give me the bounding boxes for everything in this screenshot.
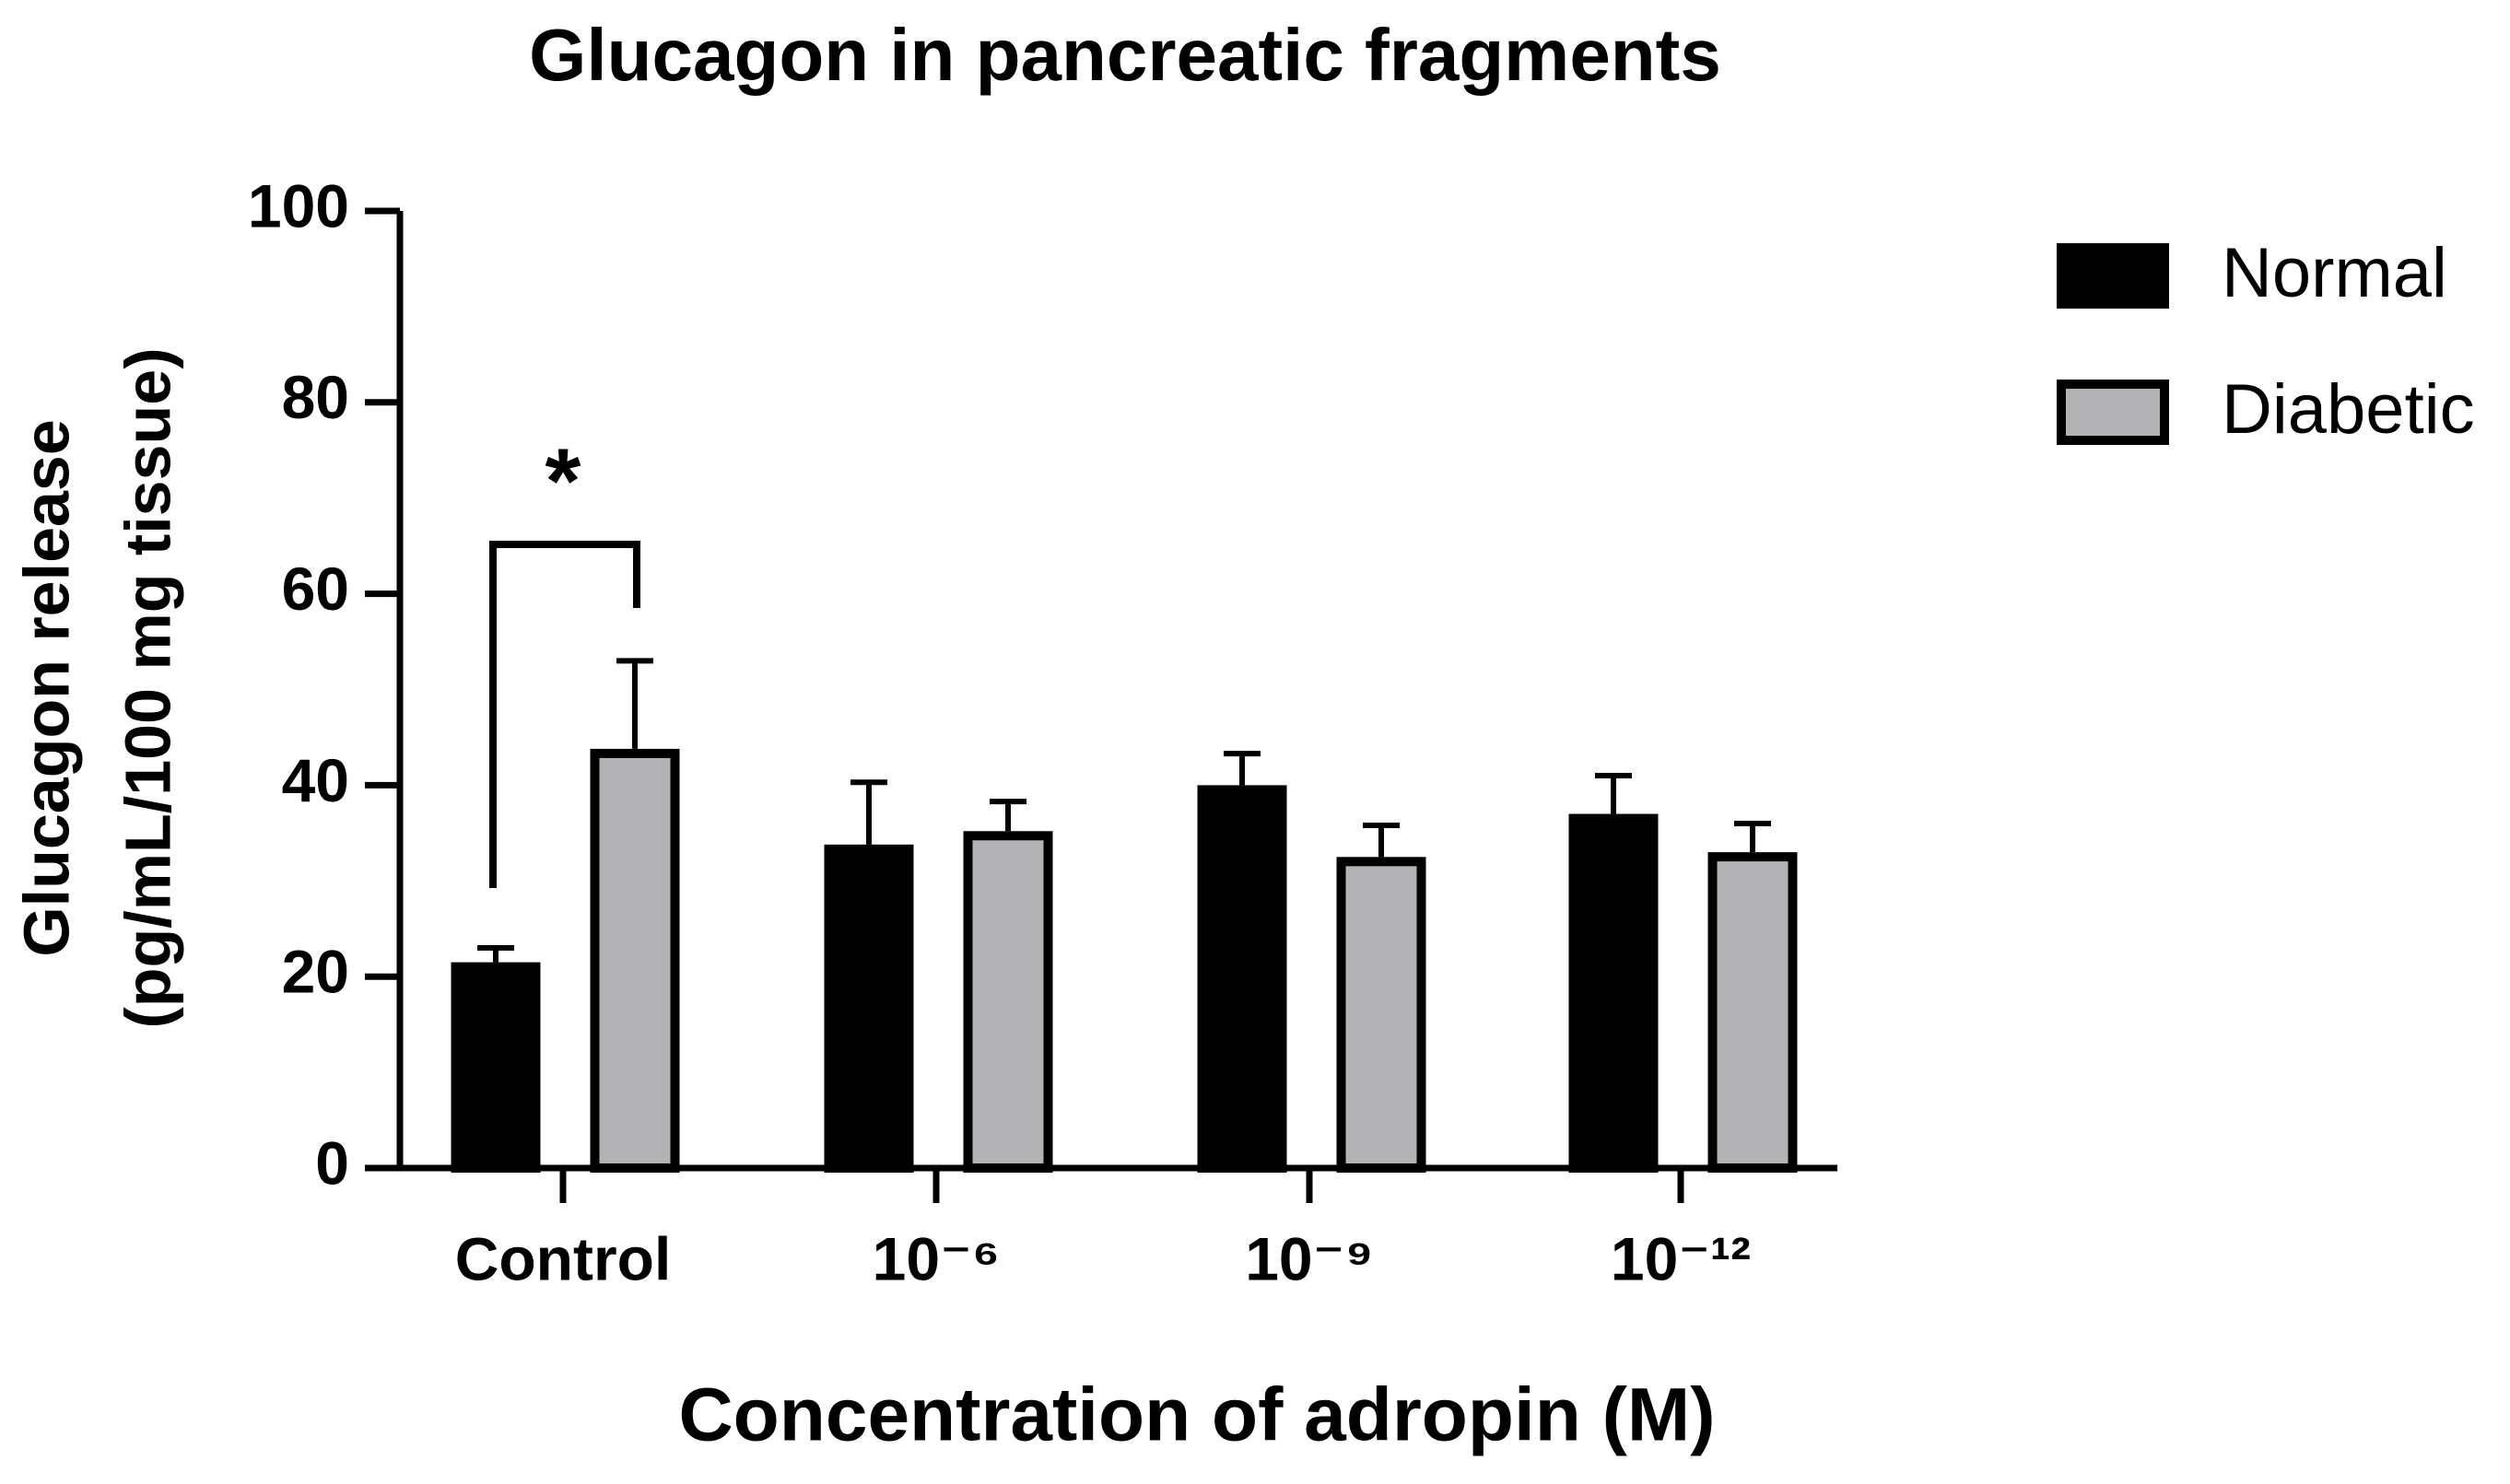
chart-title: Glucagon in pancreatic fragments: [529, 14, 1721, 96]
legend-label: Diabetic: [2222, 370, 2475, 449]
significance-bracket: [489, 541, 640, 888]
y-tick-label: 60: [282, 555, 349, 623]
bar: [1336, 857, 1426, 1173]
significance-label: *: [545, 429, 581, 532]
bar: [451, 962, 541, 1173]
bar: [1197, 785, 1287, 1174]
y-axis-label: Glucagon release (pg/mL/100 mg tissue): [10, 347, 183, 1028]
bar: [824, 844, 914, 1173]
y-tick-label: 100: [248, 171, 349, 240]
x-tick-label: 10⁻⁶: [873, 1224, 1001, 1292]
x-tick-label: 10⁻⁹: [1245, 1224, 1374, 1292]
x-axis-label: Concentration of adropin (M): [678, 1373, 1715, 1457]
legend-swatch: [2057, 243, 2169, 309]
bar: [590, 748, 680, 1174]
x-tick-label: Control: [455, 1224, 672, 1292]
x-tick-label: 10⁻¹²: [1611, 1224, 1751, 1292]
y-axis-label-line: Glucagon release: [10, 419, 82, 957]
bar: [963, 831, 1053, 1173]
y-tick-label: 0: [315, 1128, 349, 1197]
y-tick-label: 40: [282, 746, 349, 814]
y-tick-label: 20: [282, 938, 349, 1006]
legend-swatch: [2057, 380, 2169, 445]
y-tick-label: 80: [282, 363, 349, 431]
y-axis-label-line: (pg/mL/100 mg tissue): [111, 347, 183, 1028]
legend-label: Normal: [2222, 234, 2447, 312]
bar: [1707, 852, 1798, 1173]
bar: [1568, 813, 1659, 1173]
